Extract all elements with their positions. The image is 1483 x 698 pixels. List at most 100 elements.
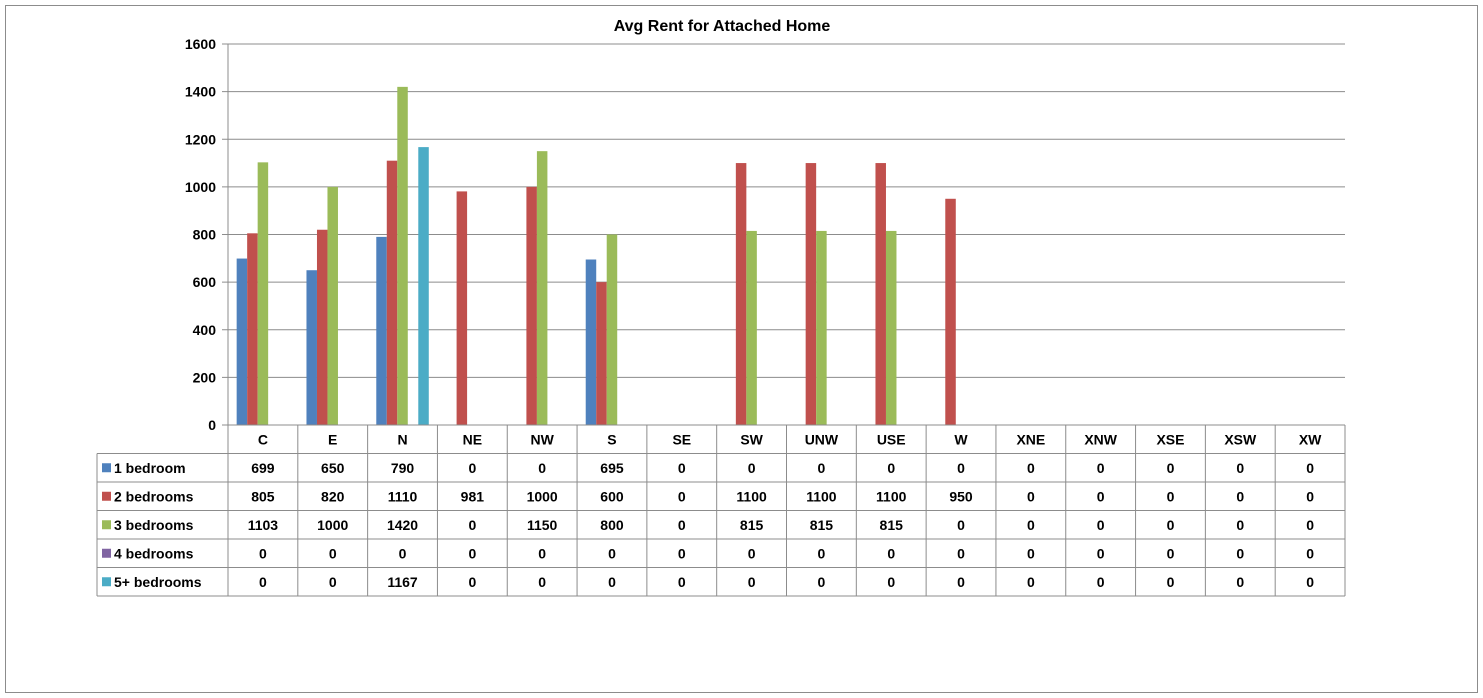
table-cell-value: 0 [468,574,476,590]
bar-USE-3-bedrooms [885,230,897,425]
x-tick-label: XSW [1224,431,1257,447]
table-cell-value: 0 [259,545,267,561]
table-cell-value: 0 [818,574,826,590]
table-cell-value: 0 [1236,460,1244,476]
bar-N-1-bedroom [376,236,387,425]
x-tick-label: XW [1299,431,1322,447]
table-cell-value: 0 [329,574,337,590]
table-cell-value: 0 [1306,488,1314,504]
y-axis-ticks: 0 200 400 600 800 1000 1200 1400 1600 [185,36,216,433]
table-cell-value: 0 [329,545,337,561]
table-cell-value: 1150 [527,517,558,533]
table-cell-value: 0 [887,545,895,561]
bar-NW-2-bedrooms [526,186,537,425]
table-cell-value: 981 [461,488,485,504]
table-cell-value: 695 [600,460,624,476]
table-cell-value: 0 [1236,545,1244,561]
y-tick-label: 800 [193,227,217,243]
table-cell-value: 0 [1236,517,1244,533]
bar-E-3-bedrooms [327,186,338,425]
series-label: 4 bedrooms [114,545,194,561]
table-cell-value: 1100 [806,488,837,504]
table-cell-value: 699 [251,460,275,476]
table-cell-value: 650 [321,460,345,476]
bars [236,86,956,426]
y-tick-label: 600 [193,274,217,290]
table-cell-value: 790 [391,460,415,476]
x-tick-label: C [258,431,268,447]
table-cell-value: 0 [678,460,686,476]
table-cell-value: 815 [880,517,904,533]
table-cell-value: 0 [957,574,965,590]
x-tick-label: SW [740,431,763,447]
legend-key [102,548,111,558]
table-cell-value: 0 [748,574,756,590]
y-tick-label: 400 [193,322,217,338]
series-label: 3 bedrooms [114,517,194,533]
table-cell-value: 0 [608,574,616,590]
bar-NE-2-bedrooms [456,191,468,425]
table-cell-value: 1100 [736,488,767,504]
table-cell-value: 600 [600,488,624,504]
table-cell-value: 0 [468,517,476,533]
bar-S-1-bedroom [585,259,597,425]
legend-key [102,577,111,587]
x-tick-label: S [607,431,616,447]
table-cell-value: 0 [468,460,476,476]
table-cell-value: 0 [608,545,616,561]
table-cell-value: 0 [1236,488,1244,504]
bar-E-2-bedrooms [316,229,328,425]
x-tick-label: XNW [1084,431,1117,447]
bar-W-2-bedrooms [945,198,956,425]
bar-SW-2-bedrooms [735,163,747,425]
table-cell-value: 0 [1027,574,1035,590]
table-cell-value: 0 [1306,517,1314,533]
table-cell-value: 1420 [387,517,418,533]
bar-N-3-bedrooms [397,86,408,426]
chart-title: Avg Rent for Attached Home [614,18,831,35]
x-tick-label: E [328,431,337,447]
legend-key [102,463,111,473]
table-cell-value: 0 [1306,545,1314,561]
table-cell-value: 0 [1027,488,1035,504]
series-label: 2 bedrooms [114,488,194,504]
table-cell-value: 0 [1306,574,1314,590]
bar-S-2-bedrooms [596,282,607,425]
table-cell-value: 800 [600,517,624,533]
series-label: 5+ bedrooms [114,574,202,590]
table-cell-value: 950 [949,488,973,504]
bar-NW-3-bedrooms [536,151,548,425]
table-cell-value: 1110 [388,488,418,504]
table-cell-value: 820 [321,488,345,504]
table-cell-value: 0 [538,460,546,476]
table-cell-value: 0 [1167,517,1175,533]
bar-N-5plus-bedrooms [418,147,429,425]
y-tick-label: 1400 [185,84,216,100]
table-cell-value: 0 [1236,574,1244,590]
bar-UNW-3-bedrooms [816,230,827,425]
table-cell-value: 0 [1027,460,1035,476]
table-cell-value: 0 [1097,517,1105,533]
x-tick-label: SE [672,431,691,447]
x-tick-label: NE [463,431,482,447]
bar-N-2-bedrooms [386,160,398,425]
table-cell-value: 0 [1097,574,1105,590]
table-cell-value: 1103 [248,517,279,533]
table-cell-value: 0 [1097,460,1105,476]
table-cell-value: 0 [1097,545,1105,561]
bar-USE-2-bedrooms [875,163,886,425]
table-cell-value: 0 [818,460,826,476]
bar-E-1-bedroom [306,270,317,425]
bar-C-2-bedrooms [247,233,258,425]
table-cell-value: 0 [678,574,686,590]
bar-C-1-bedroom [236,258,248,425]
bar-S-3-bedrooms [606,234,618,425]
x-tick-label: NW [530,431,554,447]
table-cell-value: 0 [748,460,756,476]
table-cell-value: 0 [1097,488,1105,504]
table-cell-value: 0 [887,460,895,476]
table-cell-value: 0 [1167,460,1175,476]
table-cell-value: 1000 [527,488,558,504]
x-tick-label: XSE [1156,431,1184,447]
